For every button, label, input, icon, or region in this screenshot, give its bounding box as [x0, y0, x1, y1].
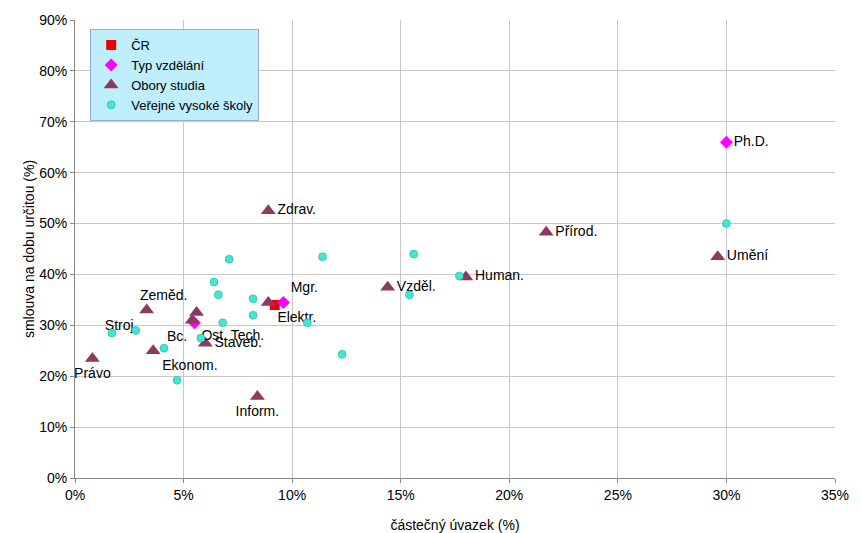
svg-text:50%: 50% [39, 215, 67, 231]
svg-text:částečný úvazek (%): částečný úvazek (%) [390, 517, 519, 533]
svg-text:20%: 20% [495, 487, 523, 503]
svg-text:70%: 70% [39, 114, 67, 130]
svg-text:smlouva na dobu určitou (%): smlouva na dobu určitou (%) [21, 160, 37, 338]
svg-text:Veřejné vysoké školy: Veřejné vysoké školy [131, 98, 253, 113]
svg-text:Typ vzdělání: Typ vzdělání [131, 58, 204, 73]
svg-text:15%: 15% [387, 487, 415, 503]
svg-text:Inform.: Inform. [236, 403, 280, 419]
svg-text:Ost. Tech.: Ost. Tech. [201, 327, 264, 343]
svg-text:ČR: ČR [131, 38, 150, 53]
svg-text:Stroj.: Stroj. [105, 317, 138, 333]
svg-text:60%: 60% [39, 165, 67, 181]
svg-text:20%: 20% [39, 368, 67, 384]
svg-text:30%: 30% [39, 317, 67, 333]
svg-text:Ph.D.: Ph.D. [734, 133, 769, 149]
svg-text:Staveb.: Staveb. [214, 334, 261, 350]
svg-text:0%: 0% [65, 487, 85, 503]
svg-text:80%: 80% [39, 63, 67, 79]
svg-text:Zeměd.: Zeměd. [140, 287, 187, 303]
svg-text:Vzděl.: Vzděl. [397, 278, 436, 294]
svg-text:5%: 5% [173, 487, 193, 503]
svg-text:0%: 0% [47, 470, 67, 486]
svg-text:Přírod.: Přírod. [555, 223, 597, 239]
svg-text:40%: 40% [39, 266, 67, 282]
svg-text:10%: 10% [278, 487, 306, 503]
svg-text:Mgr.: Mgr. [291, 279, 318, 295]
svg-text:30%: 30% [712, 487, 740, 503]
svg-text:25%: 25% [604, 487, 632, 503]
svg-text:90%: 90% [39, 12, 67, 28]
svg-text:Umění: Umění [727, 247, 768, 263]
svg-text:Právo: Právo [75, 365, 111, 381]
svg-text:Elektr.: Elektr. [277, 309, 316, 325]
svg-text:35%: 35% [821, 487, 849, 503]
svg-text:10%: 10% [39, 419, 67, 435]
svg-text:Human.: Human. [475, 267, 524, 283]
svg-text:Zdrav.: Zdrav. [277, 201, 316, 217]
svg-text:Ekonom.: Ekonom. [162, 357, 217, 373]
svg-text:Bc.: Bc. [167, 328, 187, 344]
svg-text:Obory studia: Obory studia [131, 78, 205, 93]
